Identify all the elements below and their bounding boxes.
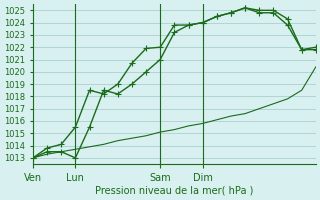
X-axis label: Pression niveau de la mer( hPa ): Pression niveau de la mer( hPa ) bbox=[95, 186, 253, 196]
